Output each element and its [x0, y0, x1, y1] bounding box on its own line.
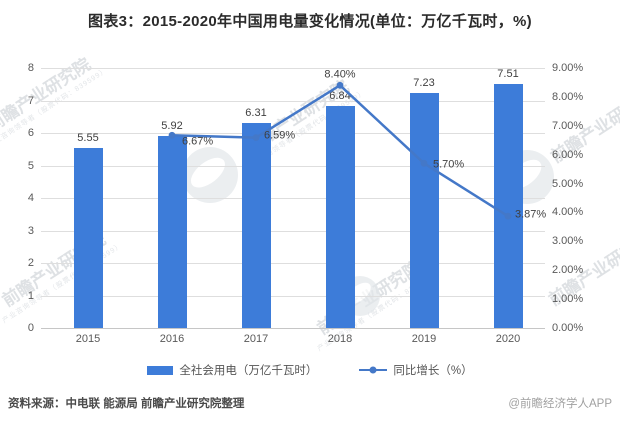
x-axis-tick: 2020: [495, 333, 521, 345]
right-axis-tick: 9.00%: [552, 62, 584, 74]
right-axis-tick: 6.00%: [552, 148, 584, 161]
gridline: [41, 68, 545, 69]
legend-label-growth: 同比增长（%）: [393, 365, 473, 377]
consumption-bar: [493, 83, 523, 328]
left-axis-tick: 6: [27, 127, 34, 139]
line-value-label: 6.67%: [182, 135, 214, 148]
left-axis-tick: 1: [27, 289, 34, 302]
line-marker-icon: [168, 131, 176, 139]
bar-value-label: 5.92: [161, 119, 183, 132]
bar-value-label: 5.55: [77, 131, 99, 144]
right-axis-tick: 3.00%: [552, 235, 584, 248]
gridline: [41, 230, 545, 232]
right-axis-tick: 4.00%: [552, 206, 584, 219]
line-value-label: 6.59%: [264, 129, 296, 142]
x-axis-tick: 2017: [243, 333, 269, 345]
gridline: [41, 328, 545, 329]
left-axis-tick: 8: [27, 62, 34, 74]
growth-line-path: [171, 84, 509, 218]
x-axis-tick: 2019: [411, 333, 437, 345]
gridline: [41, 100, 545, 102]
left-axis-tick: 0: [27, 322, 34, 334]
footer: 资料来源：中电联 能源局 前瞻产业研究院整理 @前瞻经济学人APP: [8, 395, 612, 411]
growth-line: [168, 81, 512, 220]
source-text: 资料来源：中电联 能源局 前瞻产业研究院整理: [8, 398, 245, 410]
gridline: [41, 295, 545, 297]
legend-label-consumption: 全社会用电（万亿千瓦时）: [179, 365, 318, 377]
credit-text: @前瞻经济学人APP: [508, 398, 612, 410]
left-axis-tick: 2: [27, 257, 34, 269]
gridline: [41, 165, 545, 167]
right-axis-tick: 5.00%: [552, 177, 584, 190]
legend-item-consumption: 全社会用电（万亿千瓦时）: [147, 362, 317, 378]
consumption-bar: [73, 147, 103, 328]
bar-value-label: 7.23: [413, 77, 435, 90]
left-axis-tick: 4: [27, 192, 34, 204]
line-marker-icon: [336, 81, 344, 89]
line-marker-icon: [504, 212, 512, 220]
bar-swatch-icon: [147, 365, 174, 375]
x-axis-tick: 2015: [75, 333, 101, 345]
line-marker-icon: [420, 159, 428, 167]
right-axis-tick: 7.00%: [552, 119, 584, 132]
line-marker-icon: [252, 134, 260, 142]
gridline: [41, 198, 545, 199]
x-axis-tick: 2016: [159, 333, 185, 345]
bar-value-label: 7.51: [497, 67, 519, 80]
line-marker-icon: [369, 366, 377, 374]
bar-value-label: 6.84: [329, 89, 351, 102]
line-value-label: 8.40%: [324, 68, 356, 81]
x-axis-tick: 2018: [327, 333, 353, 345]
right-axis-tick: 8.00%: [552, 90, 584, 103]
left-axis-tick: 5: [27, 159, 34, 172]
legend-item-growth: 同比增长（%）: [359, 362, 473, 378]
line-value-label: 5.70%: [433, 158, 465, 171]
gridline: [41, 263, 545, 264]
consumption-bar: [409, 93, 439, 328]
left-axis-tick: 7: [27, 94, 34, 107]
gridline: [41, 133, 545, 134]
bar-value-label: 6.31: [245, 106, 267, 119]
right-axis-tick: 2.00%: [552, 264, 584, 277]
right-axis-tick: 1.00%: [552, 293, 584, 306]
line-swatch-icon: [359, 366, 388, 374]
legend: 全社会用电（万亿千瓦时） 同比增长（%）: [0, 362, 620, 378]
chart-title: 图表3：2015-2020年中国用电量变化情况(单位：万亿千瓦时，%): [88, 13, 532, 30]
left-axis-tick: 3: [27, 224, 34, 237]
consumption-bar: [325, 105, 355, 328]
consumption-bar: [157, 135, 187, 328]
line-value-label: 3.87%: [515, 208, 547, 221]
right-axis-tick: 0.00%: [552, 322, 584, 334]
consumption-bar: [241, 122, 271, 328]
